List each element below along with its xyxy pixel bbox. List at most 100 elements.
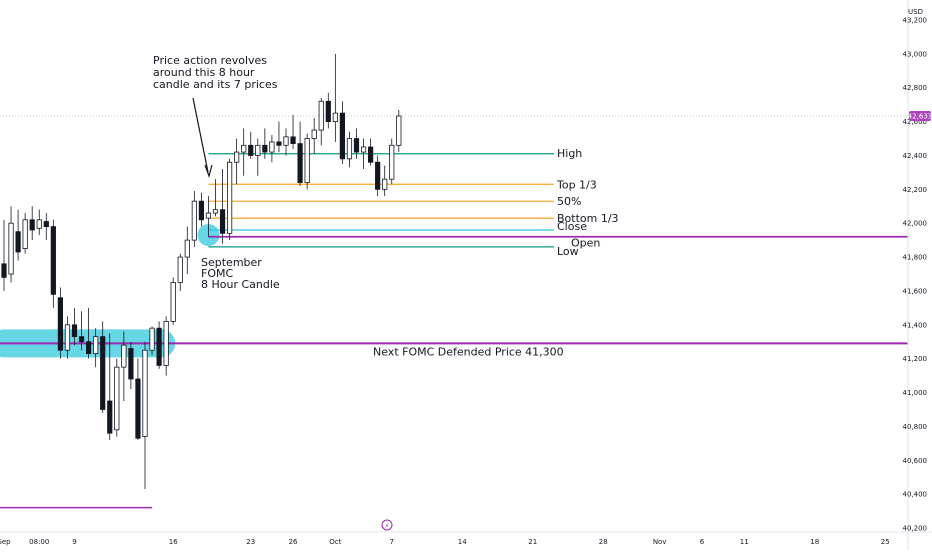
candle[interactable] <box>389 138 395 185</box>
annotation-top-note: around this 8 hour <box>153 66 255 79</box>
candle-body <box>304 138 310 183</box>
candle-body <box>156 327 162 366</box>
y-tick-label: 42,800 <box>903 84 928 92</box>
candle[interactable] <box>121 331 127 401</box>
x-tick-label: 25 <box>881 538 890 546</box>
candle[interactable] <box>15 209 21 261</box>
candle-body <box>29 219 35 231</box>
candle-body <box>149 327 155 351</box>
candle[interactable] <box>346 131 353 168</box>
candle-body <box>375 161 381 190</box>
candle-body <box>36 219 42 229</box>
candle[interactable] <box>100 321 106 413</box>
x-tick-label: 11 <box>740 538 749 546</box>
event-marker[interactable] <box>381 519 393 531</box>
x-tick-label: 7 <box>390 538 394 546</box>
candle[interactable] <box>163 316 169 376</box>
candle[interactable] <box>107 333 113 440</box>
candle[interactable] <box>234 138 240 185</box>
candle[interactable] <box>219 169 226 244</box>
candle[interactable] <box>142 341 148 490</box>
level-label: Open <box>571 237 600 250</box>
candle[interactable] <box>64 316 71 359</box>
candle[interactable] <box>114 358 120 437</box>
candle-body <box>163 321 169 366</box>
candle[interactable] <box>318 97 324 146</box>
candle-body <box>57 297 64 351</box>
candle-body <box>367 146 374 163</box>
candle[interactable] <box>184 226 190 274</box>
candle[interactable] <box>248 131 254 159</box>
candle-body <box>114 366 120 431</box>
candle-body <box>50 226 56 295</box>
candle[interactable] <box>255 138 261 176</box>
candle[interactable] <box>325 92 331 129</box>
candle-body <box>198 200 204 221</box>
candle[interactable] <box>297 121 303 186</box>
candle[interactable] <box>262 128 268 159</box>
candle[interactable] <box>177 253 183 291</box>
candle[interactable] <box>29 206 35 241</box>
candle-body <box>107 400 113 434</box>
candle[interactable] <box>269 135 275 163</box>
candle-body <box>248 144 254 156</box>
candle[interactable] <box>149 326 155 356</box>
level-label: Close <box>557 220 587 233</box>
annotation-candle-note: 8 Hour Candle <box>201 278 280 291</box>
candle[interactable] <box>191 191 197 247</box>
y-tick-label: 42,400 <box>903 152 928 160</box>
candle[interactable] <box>93 328 99 368</box>
y-tick-label: 42,200 <box>903 186 928 194</box>
candle[interactable] <box>128 341 134 390</box>
candle[interactable] <box>212 179 219 217</box>
candle-body <box>100 336 106 410</box>
current-price-badge <box>909 111 931 122</box>
candle-body <box>177 256 183 283</box>
candle[interactable] <box>290 114 296 149</box>
currency-label: USD <box>908 8 923 16</box>
candle[interactable] <box>360 138 367 170</box>
candle-body <box>325 100 331 122</box>
current-price-label: 42,633 <box>908 113 932 121</box>
candle[interactable] <box>205 196 212 237</box>
event-marker-icon: ⚡ <box>385 522 390 530</box>
candle[interactable] <box>57 287 64 359</box>
candle[interactable] <box>50 219 56 308</box>
candle[interactable] <box>339 101 346 164</box>
candle[interactable] <box>71 307 78 346</box>
candle[interactable] <box>396 109 402 153</box>
y-tick-label: 40,600 <box>903 457 928 465</box>
candle[interactable] <box>36 209 42 236</box>
candle-body <box>71 324 78 338</box>
candle[interactable] <box>375 155 381 197</box>
x-tick-label: 08:00 <box>29 538 49 546</box>
candle[interactable] <box>198 192 204 227</box>
candle[interactable] <box>135 358 141 440</box>
candle[interactable] <box>78 311 85 351</box>
candle-body <box>283 136 289 146</box>
candle[interactable] <box>170 277 176 325</box>
candle[interactable] <box>332 53 338 142</box>
candle[interactable] <box>283 128 289 156</box>
candle[interactable] <box>156 321 162 369</box>
candle[interactable] <box>311 118 317 154</box>
candle[interactable] <box>367 138 374 166</box>
candle[interactable] <box>276 121 282 153</box>
candle[interactable] <box>226 158 233 241</box>
candle[interactable] <box>353 128 360 159</box>
candle-body <box>353 138 360 153</box>
candle[interactable] <box>304 133 310 190</box>
candle[interactable] <box>8 206 14 283</box>
candle[interactable] <box>43 213 49 241</box>
y-tick-label: 40,800 <box>903 423 928 431</box>
candle[interactable] <box>382 165 388 197</box>
candle[interactable] <box>241 128 247 176</box>
candle[interactable] <box>86 307 92 359</box>
candle-body <box>205 212 212 219</box>
candle-body <box>346 138 353 160</box>
candle[interactable] <box>22 213 28 254</box>
candle[interactable] <box>1 219 7 291</box>
